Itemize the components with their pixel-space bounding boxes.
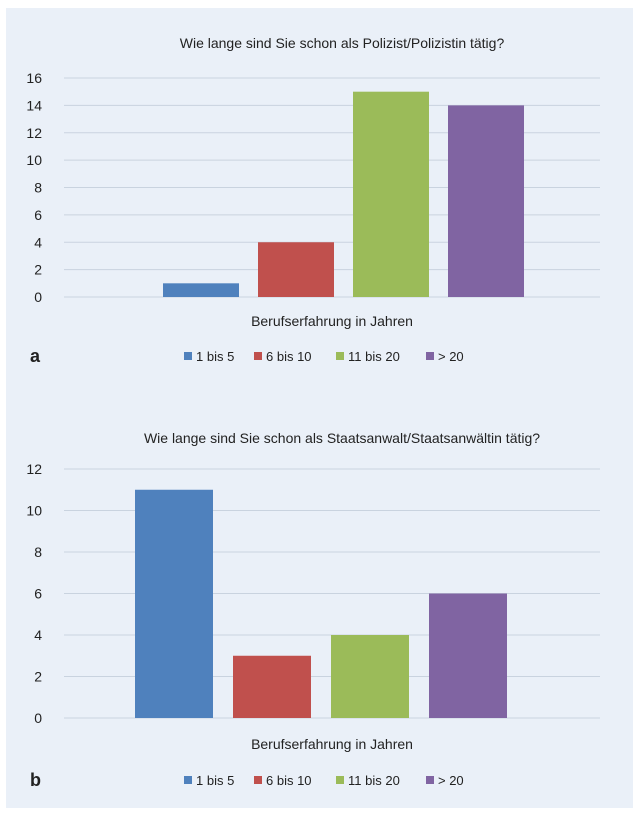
figure-container: Wie lange sind Sie schon als Polizist/Po… [6,8,633,808]
y-tick-label: 6 [34,207,42,223]
y-tick-label: 0 [34,710,42,726]
bar-20 [429,593,507,718]
y-tick-label: 2 [34,262,42,278]
legend-swatch [254,776,262,784]
legend-label: 11 bis 20 [348,773,400,788]
legend-swatch [426,776,434,784]
legend-swatch [336,352,344,360]
bar-6-bis-10 [233,655,311,718]
legend-swatch [184,352,192,360]
bar-11-bis-20 [331,635,409,718]
y-tick-label: 0 [34,289,42,305]
y-tick-label: 14 [26,97,42,113]
panel-label: b [30,770,41,790]
legend-label: 6 bis 10 [266,773,312,788]
y-tick-label: 6 [34,586,42,602]
legend-label: 1 bis 5 [196,349,234,364]
bar-1-bis-5 [135,489,213,718]
bar-charts: Wie lange sind Sie schon als Polizist/Po… [26,35,600,790]
legend-label: > 20 [438,773,464,788]
legend-swatch [426,352,434,360]
y-tick-label: 2 [34,669,42,685]
legend-label: 11 bis 20 [348,349,400,364]
y-tick-label: 4 [34,627,42,643]
bar-20 [448,105,524,297]
y-tick-label: 12 [26,461,42,477]
y-tick-label: 10 [26,503,42,519]
legend-label: > 20 [438,349,464,364]
chart-title: Wie lange sind Sie schon als Staatsanwal… [144,430,540,446]
bar-1-bis-5 [163,283,239,297]
panel-label: a [30,346,41,366]
y-tick-label: 8 [34,180,42,196]
x-axis-label: Berufserfahrung in Jahren [251,313,413,329]
x-axis-label: Berufserfahrung in Jahren [251,736,413,752]
legend-label: 1 bis 5 [196,773,234,788]
bar-11-bis-20 [353,91,429,297]
y-tick-label: 12 [26,125,42,141]
legend-label: 6 bis 10 [266,349,312,364]
chart-title: Wie lange sind Sie schon als Polizist/Po… [180,35,505,51]
legend-swatch [336,776,344,784]
y-tick-label: 4 [34,234,42,250]
legend-swatch [254,352,262,360]
y-tick-label: 8 [34,544,42,560]
bar-6-bis-10 [258,242,334,297]
y-tick-label: 10 [26,152,42,168]
y-tick-label: 16 [26,70,42,86]
legend-swatch [184,776,192,784]
